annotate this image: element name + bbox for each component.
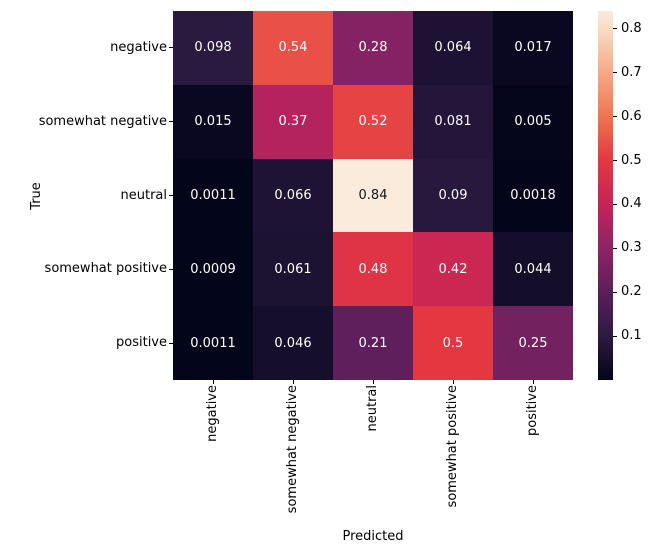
heatmap-cell: 0.37	[253, 84, 333, 159]
heatmap-cell-value: 0.061	[274, 261, 312, 277]
heatmap-cell-value: 0.044	[514, 261, 552, 277]
heatmap-cell: 0.09	[413, 158, 493, 233]
heatmap-cell: 0.21	[333, 306, 413, 380]
heatmap-cell-value: 0.098	[194, 40, 232, 56]
colorbar-tick-mark	[613, 116, 617, 118]
x-tick-label: positive	[525, 385, 540, 436]
heatmap-cell-value: 0.017	[514, 40, 552, 56]
heatmap-cell: 0.098	[173, 11, 253, 85]
x-tick-mark	[452, 380, 454, 384]
heatmap-cell: 0.52	[333, 84, 413, 159]
heatmap-cell-value: 0.52	[358, 114, 388, 130]
x-tick-label: somewhat positive	[445, 385, 460, 508]
x-tick-mark	[532, 380, 534, 384]
heatmap-cell-value: 0.09	[438, 187, 468, 203]
y-tick-label: negative	[110, 39, 167, 55]
heatmap-cell-value: 0.066	[274, 187, 312, 203]
heatmap-cell-value: 0.046	[274, 335, 312, 351]
heatmap-cell-value: 0.0011	[190, 335, 236, 351]
heatmap-cell-value: 0.0018	[510, 187, 556, 203]
heatmap-cell-value: 0.0009	[190, 261, 236, 277]
colorbar-tick-label: 0.7	[621, 64, 642, 80]
y-tick-label: somewhat negative	[38, 113, 167, 129]
heatmap-cell: 0.84	[333, 158, 413, 233]
heatmap-cell-value: 0.064	[434, 40, 472, 56]
heatmap-cell: 0.0009	[173, 232, 253, 307]
y-tick-label: positive	[116, 335, 167, 351]
y-tick-label: neutral	[120, 187, 168, 203]
colorbar-tick-label: 0.4	[621, 196, 642, 212]
heatmap-cell: 0.061	[253, 232, 333, 307]
heatmap-cell: 0.015	[173, 84, 253, 159]
heatmap-cell: 0.42	[413, 232, 493, 307]
heatmap-cell-value: 0.015	[194, 114, 232, 130]
heatmap-cell: 0.25	[493, 306, 573, 380]
heatmap-cell-value: 0.25	[518, 335, 548, 351]
y-tick-mark	[169, 342, 173, 344]
heatmap-cell-value: 0.37	[278, 114, 308, 130]
heatmap-cell: 0.017	[493, 11, 573, 85]
heatmap-cell-value: 0.28	[358, 40, 388, 56]
heatmap-cell: 0.48	[333, 232, 413, 307]
colorbar-tick-mark	[613, 72, 617, 74]
colorbar-tick-label: 0.8	[621, 20, 642, 36]
y-tick-mark	[169, 47, 173, 49]
heatmap-cell: 0.5	[413, 306, 493, 380]
colorbar-tick-mark	[613, 335, 617, 337]
x-tick-label: somewhat negative	[285, 385, 300, 514]
y-tick-mark	[169, 121, 173, 123]
colorbar-tick-mark	[613, 291, 617, 293]
heatmap-cell: 0.064	[413, 11, 493, 85]
colorbar-tick-label: 0.6	[621, 108, 642, 124]
x-tick-label: neutral	[365, 385, 380, 432]
heatmap-cell-value: 0.42	[438, 261, 468, 277]
colorbar-tick-label: 0.5	[621, 152, 642, 168]
colorbar-tick-mark	[613, 28, 617, 30]
colorbar-tick-mark	[613, 203, 617, 205]
heatmap-cell: 0.066	[253, 158, 333, 233]
y-tick-mark	[169, 268, 173, 270]
heatmap-cell-value: 0.48	[358, 261, 388, 277]
heatmap-cell: 0.0011	[173, 306, 253, 380]
heatmap-cell: 0.0011	[173, 158, 253, 233]
heatmap-cell-value: 0.5	[442, 335, 464, 351]
heatmap-cell: 0.044	[493, 232, 573, 307]
x-tick-label: negative	[205, 385, 220, 442]
heatmap-cell-value: 0.081	[434, 114, 472, 130]
heatmap-cell-value: 0.005	[514, 114, 552, 130]
colorbar-tick-label: 0.2	[621, 284, 642, 300]
heatmap-cell-value: 0.54	[278, 40, 308, 56]
x-tick-mark	[212, 380, 214, 384]
heatmap-grid: 0.098 0.54 0.28 0.064 0.017 0.015 0.37 0.52 0.08…	[173, 11, 573, 380]
colorbar-tick-mark	[613, 160, 617, 162]
heatmap-cell: 0.046	[253, 306, 333, 380]
x-tick-mark	[292, 380, 294, 384]
heatmap-cell-value: 0.21	[358, 335, 388, 351]
colorbar	[598, 11, 613, 380]
heatmap-cell: 0.54	[253, 11, 333, 85]
y-tick-mark	[169, 195, 173, 196]
y-tick-label: somewhat positive	[44, 261, 167, 277]
heatmap-cell: 0.0018	[493, 158, 573, 233]
colorbar-tick-mark	[613, 247, 617, 249]
x-axis-title: Predicted	[342, 529, 404, 544]
heatmap-cell: 0.081	[413, 84, 493, 159]
x-tick-mark	[372, 380, 374, 384]
heatmap-cell-value: 0.0011	[190, 187, 236, 203]
colorbar-tick-label: 0.3	[621, 240, 642, 256]
heatmap-cell: 0.28	[333, 11, 413, 85]
heatmap-cell: 0.005	[493, 84, 573, 159]
heatmap-cell-value: 0.84	[358, 187, 388, 203]
colorbar-tick-label: 0.1	[621, 328, 642, 344]
